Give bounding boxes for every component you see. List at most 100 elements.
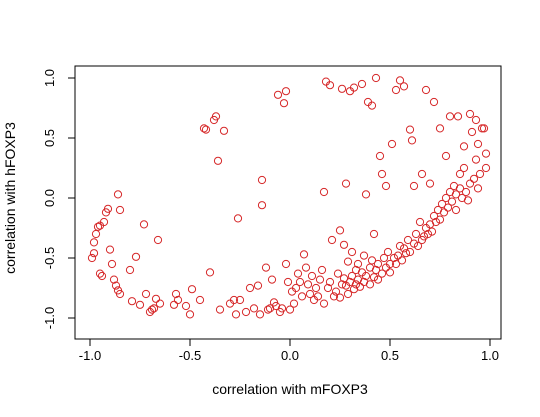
data-point — [229, 295, 239, 305]
data-point — [441, 193, 451, 203]
data-point — [283, 277, 293, 287]
data-point — [293, 269, 303, 278]
x-tick-label: 0.5 — [381, 348, 399, 363]
data-point — [439, 208, 449, 217]
data-point — [305, 289, 315, 299]
data-point — [409, 239, 419, 248]
data-point — [151, 294, 161, 303]
data-point — [473, 139, 483, 149]
data-point — [373, 275, 383, 284]
data-point — [451, 205, 461, 215]
data-point — [461, 187, 471, 197]
data-point — [475, 169, 485, 179]
data-point — [349, 83, 359, 92]
data-point — [367, 256, 377, 265]
data-point — [307, 271, 317, 281]
data-point — [149, 304, 159, 313]
data-point — [281, 259, 291, 269]
data-point — [455, 169, 465, 179]
data-point — [331, 287, 341, 296]
data-point — [407, 136, 417, 145]
data-point — [325, 277, 335, 287]
data-point — [425, 179, 435, 188]
x-tick-label: 0.0 — [281, 348, 299, 363]
data-point — [297, 292, 307, 301]
y-tick-label: -0.5 — [42, 247, 57, 269]
data-point — [95, 269, 105, 278]
y-axis: -1.0 -0.5 0.0 0.5 1.0 — [42, 69, 76, 329]
data-point — [455, 184, 465, 193]
data-point — [421, 85, 431, 95]
x-axis-title: correlation with mFOXP3 — [212, 381, 368, 397]
data-point — [441, 151, 451, 161]
data-point — [401, 249, 411, 258]
data-point — [411, 229, 421, 239]
data-point — [211, 112, 221, 121]
data-point — [279, 99, 289, 108]
data-point — [181, 301, 191, 311]
x-tick-label: -1.0 — [79, 348, 101, 363]
data-point — [431, 217, 441, 227]
data-point — [443, 203, 453, 212]
data-point — [319, 299, 329, 308]
data-point — [303, 280, 313, 289]
data-point — [333, 269, 343, 278]
data-point — [427, 227, 437, 236]
data-point — [453, 112, 463, 121]
data-point — [371, 73, 381, 83]
data-point — [93, 222, 103, 231]
data-point — [399, 82, 409, 91]
data-point — [195, 295, 205, 305]
data-point — [377, 169, 387, 179]
x-tick-label: 1.0 — [481, 348, 499, 363]
data-point — [403, 235, 413, 245]
data-point — [459, 142, 469, 151]
y-tick-label: 0.0 — [42, 189, 57, 207]
data-point — [155, 299, 165, 308]
data-point — [233, 214, 243, 223]
data-point — [147, 305, 157, 314]
data-point — [351, 280, 361, 289]
data-point — [369, 229, 379, 239]
data-point — [397, 256, 407, 265]
data-point — [409, 181, 419, 191]
data-point — [125, 265, 135, 275]
data-point — [419, 232, 429, 241]
data-point — [337, 84, 347, 93]
data-point — [257, 201, 267, 210]
data-point — [353, 259, 363, 269]
data-point — [445, 112, 455, 121]
data-point — [113, 190, 123, 199]
data-point — [465, 179, 475, 188]
plot-frame — [74, 65, 502, 340]
data-point — [471, 115, 481, 125]
data-point — [299, 250, 309, 259]
data-point — [135, 300, 145, 309]
data-point — [395, 76, 405, 85]
data-point — [469, 174, 479, 183]
data-point — [111, 281, 121, 290]
data-point — [347, 247, 357, 257]
data-point — [417, 169, 427, 179]
data-point — [361, 190, 371, 199]
data-point — [231, 310, 241, 319]
data-point — [185, 310, 195, 319]
data-point — [481, 163, 491, 173]
y-tick-label: -1.0 — [42, 307, 57, 329]
data-point — [381, 181, 391, 191]
data-point — [335, 226, 345, 235]
data-point — [91, 229, 101, 239]
y-axis-title: correlation with hFOXP3 — [2, 122, 18, 274]
data-point — [371, 265, 381, 275]
data-point — [301, 263, 311, 272]
data-point — [141, 289, 151, 299]
data-point — [99, 217, 109, 227]
data-point — [315, 275, 325, 284]
data-point — [261, 263, 271, 272]
data-point — [343, 257, 353, 266]
data-point — [311, 283, 321, 293]
data-point — [437, 199, 447, 209]
data-point — [213, 156, 223, 165]
y-tick-label: 0.5 — [42, 129, 57, 147]
data-point — [343, 289, 353, 299]
